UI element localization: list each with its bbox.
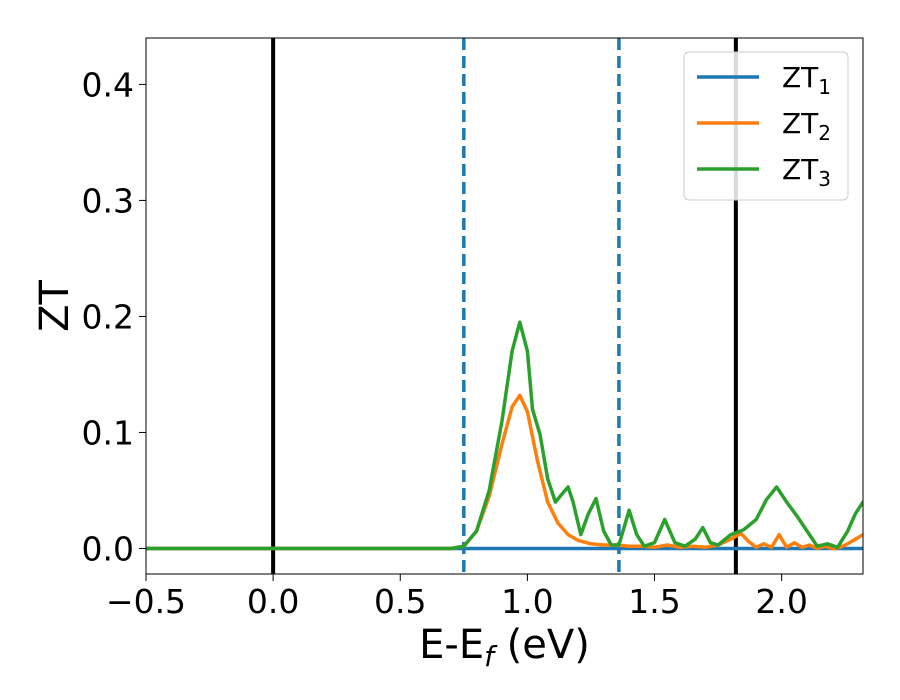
y-axis-ticks: 0.0 0.1 0.2 0.3 0.4 — [82, 65, 146, 568]
x-tick-label: 0.5 — [374, 582, 426, 621]
x-tick-label: 2.0 — [755, 582, 807, 621]
plot-frame — [145, 37, 864, 575]
x-tick-label: −0.5 — [106, 582, 186, 621]
y-tick-label: 0.2 — [82, 297, 134, 336]
y-axis-label: ZT — [32, 280, 78, 332]
legend-box — [683, 51, 849, 201]
x-tick-label: 1.5 — [628, 582, 680, 621]
y-tick-label: 0.3 — [82, 181, 134, 220]
series-line-zt2 — [146, 393, 863, 551]
x-axis-ticks: −0.5 0.0 0.5 1.0 1.5 2.0 — [106, 574, 808, 621]
series-lines — [146, 320, 863, 551]
legend-label-zt1: ZT1 — [782, 61, 831, 99]
legend-label-zt3: ZT3 — [782, 153, 831, 191]
reference-lines — [271, 38, 738, 574]
legend: ZT1 ZT2 ZT3 — [683, 51, 849, 201]
x-tick-label: 1.0 — [501, 582, 553, 621]
legend-label-zt2: ZT2 — [782, 107, 831, 145]
y-tick-label: 0.0 — [82, 529, 134, 568]
x-axis-label: E-Ef (eV) — [419, 622, 590, 673]
x-tick-label: 0.0 — [247, 582, 299, 621]
y-tick-label: 0.1 — [82, 413, 134, 452]
series-line-zt3 — [146, 320, 863, 551]
y-tick-label: 0.4 — [82, 65, 134, 104]
